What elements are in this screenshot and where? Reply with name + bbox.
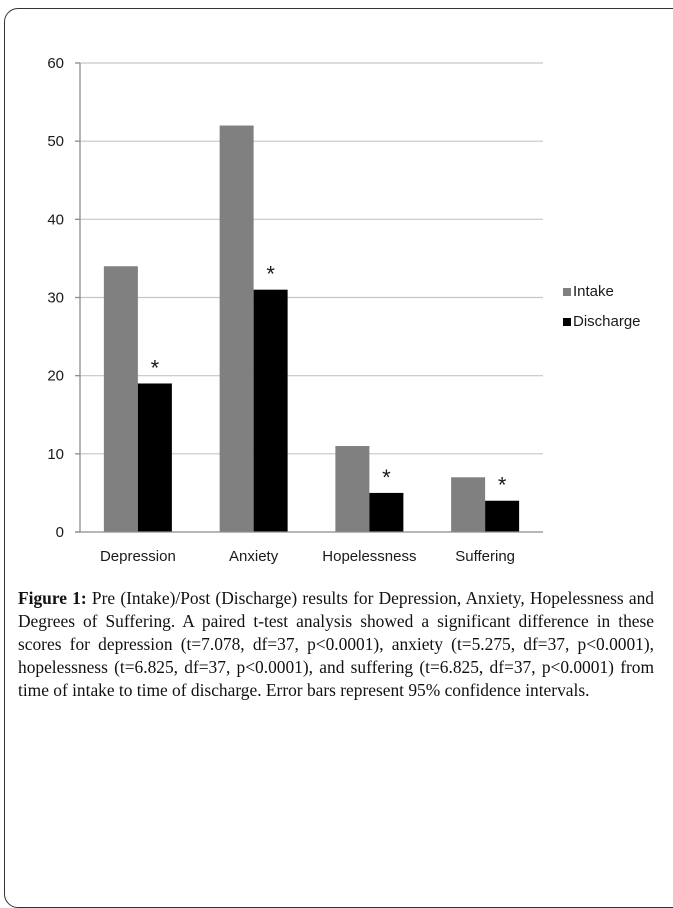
bar-discharge-hopelessness <box>369 492 404 532</box>
significance-star: * <box>266 262 275 287</box>
chart-area: 0 10 20 30 40 50 60 * * * * Depression Anxiety Hope… <box>47 55 641 565</box>
bar-intake-hopelessness <box>335 446 370 532</box>
legend: Intake Discharge <box>563 283 641 330</box>
bars <box>103 125 520 533</box>
bar-intake-depression <box>103 266 138 532</box>
figure-caption: Figure 1: Pre (Intake)/Post (Discharge) … <box>18 587 654 702</box>
x-tick-label: Hopelessness <box>322 548 416 565</box>
y-tick-label: 60 <box>47 55 64 72</box>
bar-intake-anxiety <box>219 125 254 533</box>
y-tick-label: 10 <box>47 446 64 463</box>
caption-text: Pre (Intake)/Post (Discharge) results fo… <box>18 588 655 700</box>
y-tick-label: 40 <box>47 211 64 228</box>
x-axis-tick-labels: Depression Anxiety Hopelessness Suffering <box>100 548 515 565</box>
significance-star: * <box>151 355 160 380</box>
bar-intake-suffering <box>451 477 486 532</box>
legend-swatch-discharge <box>563 318 571 326</box>
bar-discharge-suffering <box>485 500 520 532</box>
significance-star: * <box>382 465 391 490</box>
legend-swatch-intake <box>563 288 571 296</box>
bar-discharge-depression <box>137 383 172 532</box>
x-tick-label: Depression <box>100 548 176 565</box>
y-tick-label: 0 <box>56 524 64 541</box>
bar-chart: 0 10 20 30 40 50 60 * * * * Depression Anxiety Hope… <box>47 55 641 565</box>
significance-annotations: * * * * <box>151 262 507 498</box>
legend-label-intake: Intake <box>573 283 614 300</box>
y-tick-label: 50 <box>47 133 64 150</box>
x-tick-label: Suffering <box>455 548 515 565</box>
bar-discharge-anxiety <box>253 289 288 532</box>
x-tick-label: Anxiety <box>229 548 279 565</box>
y-tick-label: 30 <box>47 290 64 307</box>
axes <box>75 62 543 533</box>
y-axis-tick-labels: 0 10 20 30 40 50 60 <box>47 55 64 541</box>
legend-label-discharge: Discharge <box>573 313 641 330</box>
caption-label: Figure 1: <box>18 588 87 608</box>
y-tick-label: 20 <box>47 368 64 385</box>
significance-star: * <box>498 473 507 498</box>
